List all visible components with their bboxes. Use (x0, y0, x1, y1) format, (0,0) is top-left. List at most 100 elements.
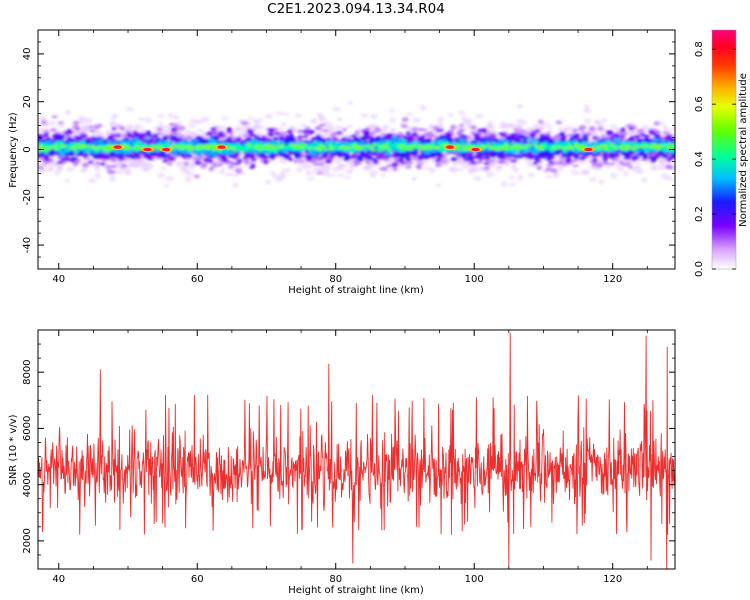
heatmap-cell (380, 173, 387, 177)
heatmap-cell (251, 157, 257, 162)
heatmap-cell (168, 122, 176, 127)
heatmap-cell (527, 172, 535, 177)
heatmap-cell (343, 152, 350, 157)
heatmap-cell (610, 154, 616, 159)
heatmap-cell (135, 156, 141, 160)
heatmap-cell (105, 155, 111, 161)
heatmap-cell (123, 169, 132, 175)
heatmap-cell (447, 113, 454, 118)
heatmap-cell (193, 174, 201, 179)
heatmap-cell (597, 179, 605, 184)
heatmap-cell (157, 152, 163, 155)
heatmap-cell (470, 125, 477, 130)
heatmap-cell (297, 135, 305, 139)
heatmap-cell (573, 155, 579, 159)
heatmap-cell (517, 155, 523, 159)
heatmap-cell (509, 182, 517, 187)
heatmap-cell (321, 128, 329, 133)
heatmap-cell (72, 161, 79, 166)
heatmap-cell (127, 134, 134, 139)
heatmap-cell (267, 132, 275, 137)
heatmap-cell (74, 127, 80, 131)
heatmap-cell (94, 161, 102, 166)
heatmap-cell (642, 154, 649, 160)
heatmap-cell (87, 160, 95, 164)
heatmap-cell (537, 124, 545, 130)
heatmap-cell (500, 132, 507, 138)
heatmap-cell (280, 140, 286, 144)
heatmap-cell (463, 158, 469, 162)
heatmap-cell (87, 125, 94, 129)
heatmap-cell (570, 169, 577, 174)
heatmap-cell (475, 114, 484, 119)
heatmap-cell (596, 163, 603, 168)
heatmap-cell (489, 158, 496, 163)
heatmap-cell (605, 164, 613, 169)
heatmap-cell (569, 136, 576, 141)
heatmap-cell (340, 137, 347, 142)
heatmap-cell (620, 127, 626, 133)
heatmap-cell (602, 153, 609, 158)
heatmap-cell (166, 161, 174, 166)
heatmap-cell (665, 166, 673, 169)
heatmap-cell (471, 161, 477, 165)
heatmap-cell (60, 135, 66, 139)
heatmap-cell (196, 128, 204, 133)
heatmap-cell (316, 112, 324, 118)
heatmap-cell (411, 132, 419, 138)
heatmap-cell (542, 152, 550, 157)
heatmap-cell (60, 157, 68, 161)
heatmap-cell (661, 125, 668, 130)
heatmap-cell (335, 131, 343, 135)
heatmap-cell (625, 124, 633, 128)
heatmap-cell (287, 157, 294, 161)
heatmap-cell (405, 160, 413, 166)
heatmap-cell (596, 158, 604, 164)
heatmap-cell (282, 167, 292, 172)
heatmap-cell (436, 155, 444, 159)
heatmap-cell (669, 138, 675, 143)
heatmap-cell (436, 128, 445, 132)
heatmap-cell (221, 116, 228, 121)
heatmap-cell (483, 156, 491, 160)
heatmap-cell (144, 137, 151, 140)
heatmap-cell (649, 164, 658, 170)
heatmap-cell (330, 132, 338, 136)
heatmap-cell (162, 159, 168, 163)
heatmap-cell (572, 134, 579, 138)
heatmap-cell (564, 154, 572, 158)
heatmap-cell (138, 117, 146, 122)
heatmap-cell (447, 167, 455, 171)
heatmap-cell (485, 171, 495, 178)
heatmap-cell (226, 140, 233, 144)
heatmap-cell (292, 159, 299, 164)
heatmap-cell (416, 164, 423, 170)
heatmap-cell (545, 157, 553, 161)
heatmap-cell (635, 169, 642, 174)
heatmap-cell (359, 153, 366, 157)
heatmap-cell (110, 115, 117, 122)
heatmap-cell (243, 133, 251, 138)
heatmap-cell (334, 125, 344, 131)
heatmap-cell (38, 165, 44, 170)
heatmap-cell (409, 137, 415, 143)
heatmap-cell (109, 121, 117, 128)
heatmap-cell (194, 119, 204, 125)
heatmap-cell (532, 161, 539, 165)
heatmap-cell (227, 154, 234, 158)
heatmap-cell (329, 155, 335, 159)
heatmap-cell (105, 131, 112, 136)
heatmap-cell (582, 170, 590, 176)
heatmap-cell (665, 177, 675, 181)
heatmap-cell (185, 135, 193, 141)
heatmap-cell (307, 177, 315, 181)
heatmap-cell (263, 159, 269, 165)
heatmap-cell (244, 155, 250, 159)
heatmap-cell (305, 169, 313, 176)
heatmap-cell (46, 165, 54, 172)
heatmap-cell (368, 170, 378, 176)
heatmap-cell (133, 132, 141, 136)
heatmap-cell (430, 152, 438, 158)
heatmap-cell (38, 155, 42, 159)
heatmap-cell (481, 127, 488, 133)
